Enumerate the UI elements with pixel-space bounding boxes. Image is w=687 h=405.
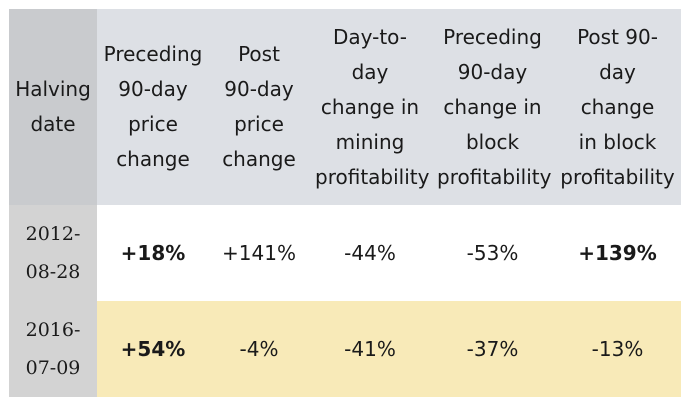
table-header: Halving date Preceding 90-day price chan…: [9, 9, 681, 205]
date-line: 2012-: [25, 223, 81, 245]
header-line: profitability: [315, 164, 430, 189]
header-line: change in: [443, 94, 542, 119]
table-row: 2016- 07-09 +54% -4% -41% -37% -13%: [9, 301, 681, 397]
date-line: 08-28: [25, 261, 81, 283]
header-line: in block: [578, 129, 657, 154]
cell-post-price-change: -4%: [209, 301, 309, 397]
column-header-preceding-price-change: Preceding 90-day price change: [97, 9, 209, 205]
column-header-post-block-profitability: Post 90- day change in block profitabili…: [554, 9, 681, 205]
header-line: change: [116, 147, 190, 171]
halving-table-container: Halving date Preceding 90-day price chan…: [9, 9, 681, 397]
column-header-halving-date: Halving date: [9, 9, 97, 205]
header-line: Preceding: [443, 24, 542, 49]
header-row: Halving date Preceding 90-day price chan…: [9, 9, 681, 205]
cell-halving-date: 2016- 07-09: [9, 301, 97, 397]
header-line: 90-day: [118, 77, 188, 101]
header-line: Post 90-: [577, 24, 658, 49]
cell-day-to-day-mining: -41%: [309, 301, 431, 397]
cell-day-to-day-mining: -44%: [309, 205, 431, 301]
header-line: Halving: [15, 77, 91, 101]
column-header-day-to-day-mining-profitability: Day-to-day change in mining profitabilit…: [309, 9, 431, 205]
column-header-preceding-block-profitability: Preceding 90-day change in block profita…: [431, 9, 554, 205]
header-line: date: [30, 112, 76, 136]
header-line: 90-day: [457, 59, 528, 84]
header-line: mining: [335, 129, 405, 154]
cell-preceding-block: -37%: [431, 301, 554, 397]
header-line: price: [234, 112, 284, 136]
header-line: 90-day: [224, 77, 294, 101]
header-line: change: [222, 147, 296, 171]
date-line: 07-09: [25, 357, 81, 379]
column-header-post-price-change: Post 90-day price change: [209, 9, 309, 205]
header-line: Day-to-day: [332, 24, 408, 84]
header-line: profitability: [560, 164, 675, 189]
cell-post-block: +139%: [554, 205, 681, 301]
header-line: day change: [580, 59, 655, 119]
cell-post-price-change: +141%: [209, 205, 309, 301]
table-row: 2012- 08-28 +18% +141% -44% -53% +139%: [9, 205, 681, 301]
header-line: change in: [320, 94, 420, 119]
halving-comparison-table: Halving date Preceding 90-day price chan…: [9, 9, 681, 397]
cell-preceding-price-change: +18%: [97, 205, 209, 301]
header-line: price: [128, 112, 178, 136]
table-body: 2012- 08-28 +18% +141% -44% -53% +139% 2…: [9, 205, 681, 397]
header-line: block: [465, 129, 520, 154]
header-line: Preceding: [103, 42, 203, 66]
header-line: Post: [238, 42, 280, 66]
cell-post-block: -13%: [554, 301, 681, 397]
cell-halving-date: 2012- 08-28: [9, 205, 97, 301]
cell-preceding-price-change: +54%: [97, 301, 209, 397]
date-line: 2016-: [25, 319, 81, 341]
header-line: profitability: [437, 164, 552, 189]
cell-preceding-block: -53%: [431, 205, 554, 301]
